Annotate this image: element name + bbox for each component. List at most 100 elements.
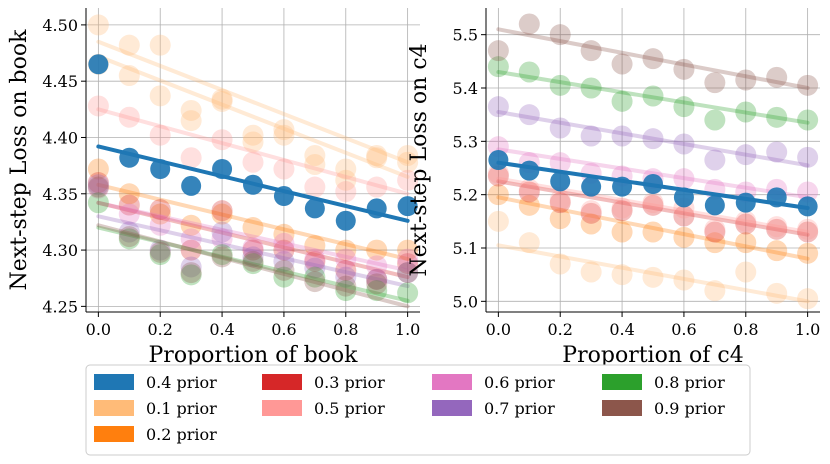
data-point [643, 174, 663, 194]
data-point [487, 210, 509, 232]
data-point [242, 217, 264, 239]
legend-label: 0.5 prior [314, 399, 385, 418]
data-point [487, 184, 509, 206]
y-tick-label: 4.45 [42, 72, 78, 91]
legend-label: 0.2 prior [146, 425, 217, 444]
trend-line [96, 200, 410, 280]
data-point [797, 218, 819, 240]
data-point [642, 128, 664, 150]
data-point [673, 168, 695, 190]
legend-swatch [262, 374, 302, 390]
data-point [704, 149, 726, 171]
data-point [335, 259, 357, 281]
x-tick-label: 0.4 [209, 320, 234, 339]
data-point [766, 218, 788, 240]
data-point [366, 198, 387, 219]
data-point [118, 183, 140, 205]
trend-line [496, 27, 810, 90]
y-tick-label: 4.40 [42, 128, 78, 147]
chart-c4: 0.0 0.2 0.4 0.6 0.8 1.0 5.0 5.1 5.2 5.3 5.4 5.5 Prop… [407, 8, 820, 368]
data-point [118, 65, 140, 87]
x-axis-label: Proportion of book [149, 343, 359, 368]
data-point [797, 288, 819, 310]
x-tick-label: 0.2 [547, 320, 572, 339]
data-point [366, 268, 388, 290]
data-point [304, 154, 326, 176]
legend-label: 0.1 prior [146, 399, 217, 418]
data-point [211, 221, 233, 243]
data-point [366, 147, 388, 169]
x-tick-label: 0.0 [486, 320, 511, 339]
data-point [704, 72, 726, 94]
data-point [180, 214, 202, 236]
data-point [180, 264, 202, 286]
legend-label: 0.7 prior [484, 399, 555, 418]
data-point [273, 239, 295, 261]
data-point [149, 203, 171, 225]
data-point [181, 175, 202, 196]
trend-line [496, 70, 810, 125]
legend-swatch [602, 374, 642, 390]
data-point [766, 141, 788, 163]
data-point [704, 218, 726, 240]
legend-swatch [262, 400, 302, 416]
y-tick-label: 4.35 [42, 185, 78, 204]
data-point [242, 253, 264, 275]
data-point [242, 151, 264, 173]
legend-item: 0.9 prior [602, 399, 725, 418]
data-point [273, 223, 295, 245]
data-point [766, 66, 788, 88]
trend-line [96, 54, 410, 179]
data-point [673, 133, 695, 155]
data-point [518, 104, 540, 126]
series-01-prior [87, 14, 419, 191]
data-point [211, 203, 233, 225]
data-point [304, 266, 326, 288]
data-point [87, 14, 109, 36]
legend-label: 0.3 prior [314, 373, 385, 392]
data-point [549, 253, 571, 275]
data-point [149, 241, 171, 263]
data-point [149, 85, 171, 107]
data-point [673, 96, 695, 118]
data-point [487, 40, 509, 62]
data-point [580, 261, 602, 283]
data-point [87, 95, 109, 117]
chart-book: 0.0 0.2 0.4 0.6 0.8 1.0 4.25 4.30 4.35 4.40 4.45 4.… [7, 8, 420, 368]
y-tick-label: 5.3 [453, 132, 478, 151]
data-point [642, 194, 664, 216]
data-point [273, 232, 295, 254]
data-point [611, 125, 633, 147]
data-point [611, 221, 633, 243]
series-07-prior [487, 96, 819, 171]
data-point [118, 194, 140, 216]
x-tick-label: 0.6 [271, 320, 296, 339]
data-point [704, 232, 726, 254]
series-08-prior [487, 56, 819, 131]
data-point [704, 195, 725, 216]
legend-item: 0.7 prior [432, 399, 555, 418]
data-point [118, 106, 140, 128]
data-point [180, 99, 202, 121]
data-point [735, 101, 757, 123]
data-point [149, 199, 171, 221]
data-point [242, 237, 264, 259]
series-08-prior [87, 192, 419, 304]
data-point [519, 160, 540, 181]
x-tick-label: 0.8 [733, 320, 758, 339]
data-point [304, 198, 325, 219]
data-point [549, 192, 571, 214]
data-point [549, 208, 571, 230]
y-tick-label: 5.2 [453, 186, 478, 205]
data-point [304, 235, 326, 257]
data-point [211, 246, 233, 268]
series-09-prior [487, 13, 819, 96]
series-04-prior [88, 54, 418, 231]
legend-swatch [94, 374, 134, 390]
data-point [397, 262, 419, 284]
series-01-prior [487, 210, 819, 310]
data-point [766, 106, 788, 128]
data-point [797, 109, 819, 131]
data-point [642, 221, 664, 243]
